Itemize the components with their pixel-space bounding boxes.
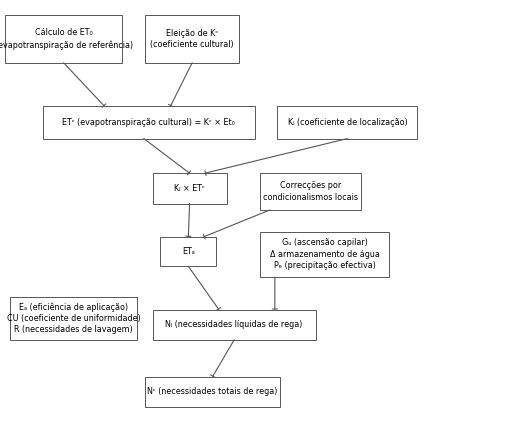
Text: Nₗ (necessidades líquidas de rega): Nₗ (necessidades líquidas de rega) <box>165 320 303 329</box>
FancyBboxPatch shape <box>160 237 216 266</box>
Text: ETᶜ (evapotranspiração cultural) = Kᶜ × Et₀: ETᶜ (evapotranspiração cultural) = Kᶜ × … <box>63 118 235 127</box>
FancyBboxPatch shape <box>153 310 316 340</box>
Text: Nᶜ (necessidades totais de rega): Nᶜ (necessidades totais de rega) <box>147 388 278 396</box>
FancyBboxPatch shape <box>5 15 122 63</box>
Text: Correcções por
condicionalismos locais: Correcções por condicionalismos locais <box>263 181 358 202</box>
Text: Eleição de Kᶜ
(coeficiente cultural): Eleição de Kᶜ (coeficiente cultural) <box>150 29 234 49</box>
Text: Kₗ (coeficiente de localização): Kₗ (coeficiente de localização) <box>288 118 407 127</box>
Text: Cálculo de ET₀
(evapotranspiração de referência): Cálculo de ET₀ (evapotranspiração de ref… <box>0 29 133 49</box>
FancyBboxPatch shape <box>145 377 280 407</box>
FancyBboxPatch shape <box>145 15 239 63</box>
Text: Gᵤ (ascensão capilar)
Δ armazenamento de água
Pₑ (precipitação efectiva): Gᵤ (ascensão capilar) Δ armazenamento de… <box>270 239 379 270</box>
FancyBboxPatch shape <box>260 173 361 210</box>
FancyBboxPatch shape <box>277 106 417 139</box>
Text: Eₐ (eficiência de aplicação)
CU (coeficiente de uniformidade)
R (necessidades de: Eₐ (eficiência de aplicação) CU (coefici… <box>7 302 140 334</box>
FancyBboxPatch shape <box>260 232 389 277</box>
FancyBboxPatch shape <box>43 106 254 139</box>
FancyBboxPatch shape <box>153 173 227 204</box>
FancyBboxPatch shape <box>10 297 137 340</box>
Text: Kₗ × ETᶜ: Kₗ × ETᶜ <box>174 184 205 193</box>
Text: ETₐ: ETₐ <box>182 247 195 256</box>
